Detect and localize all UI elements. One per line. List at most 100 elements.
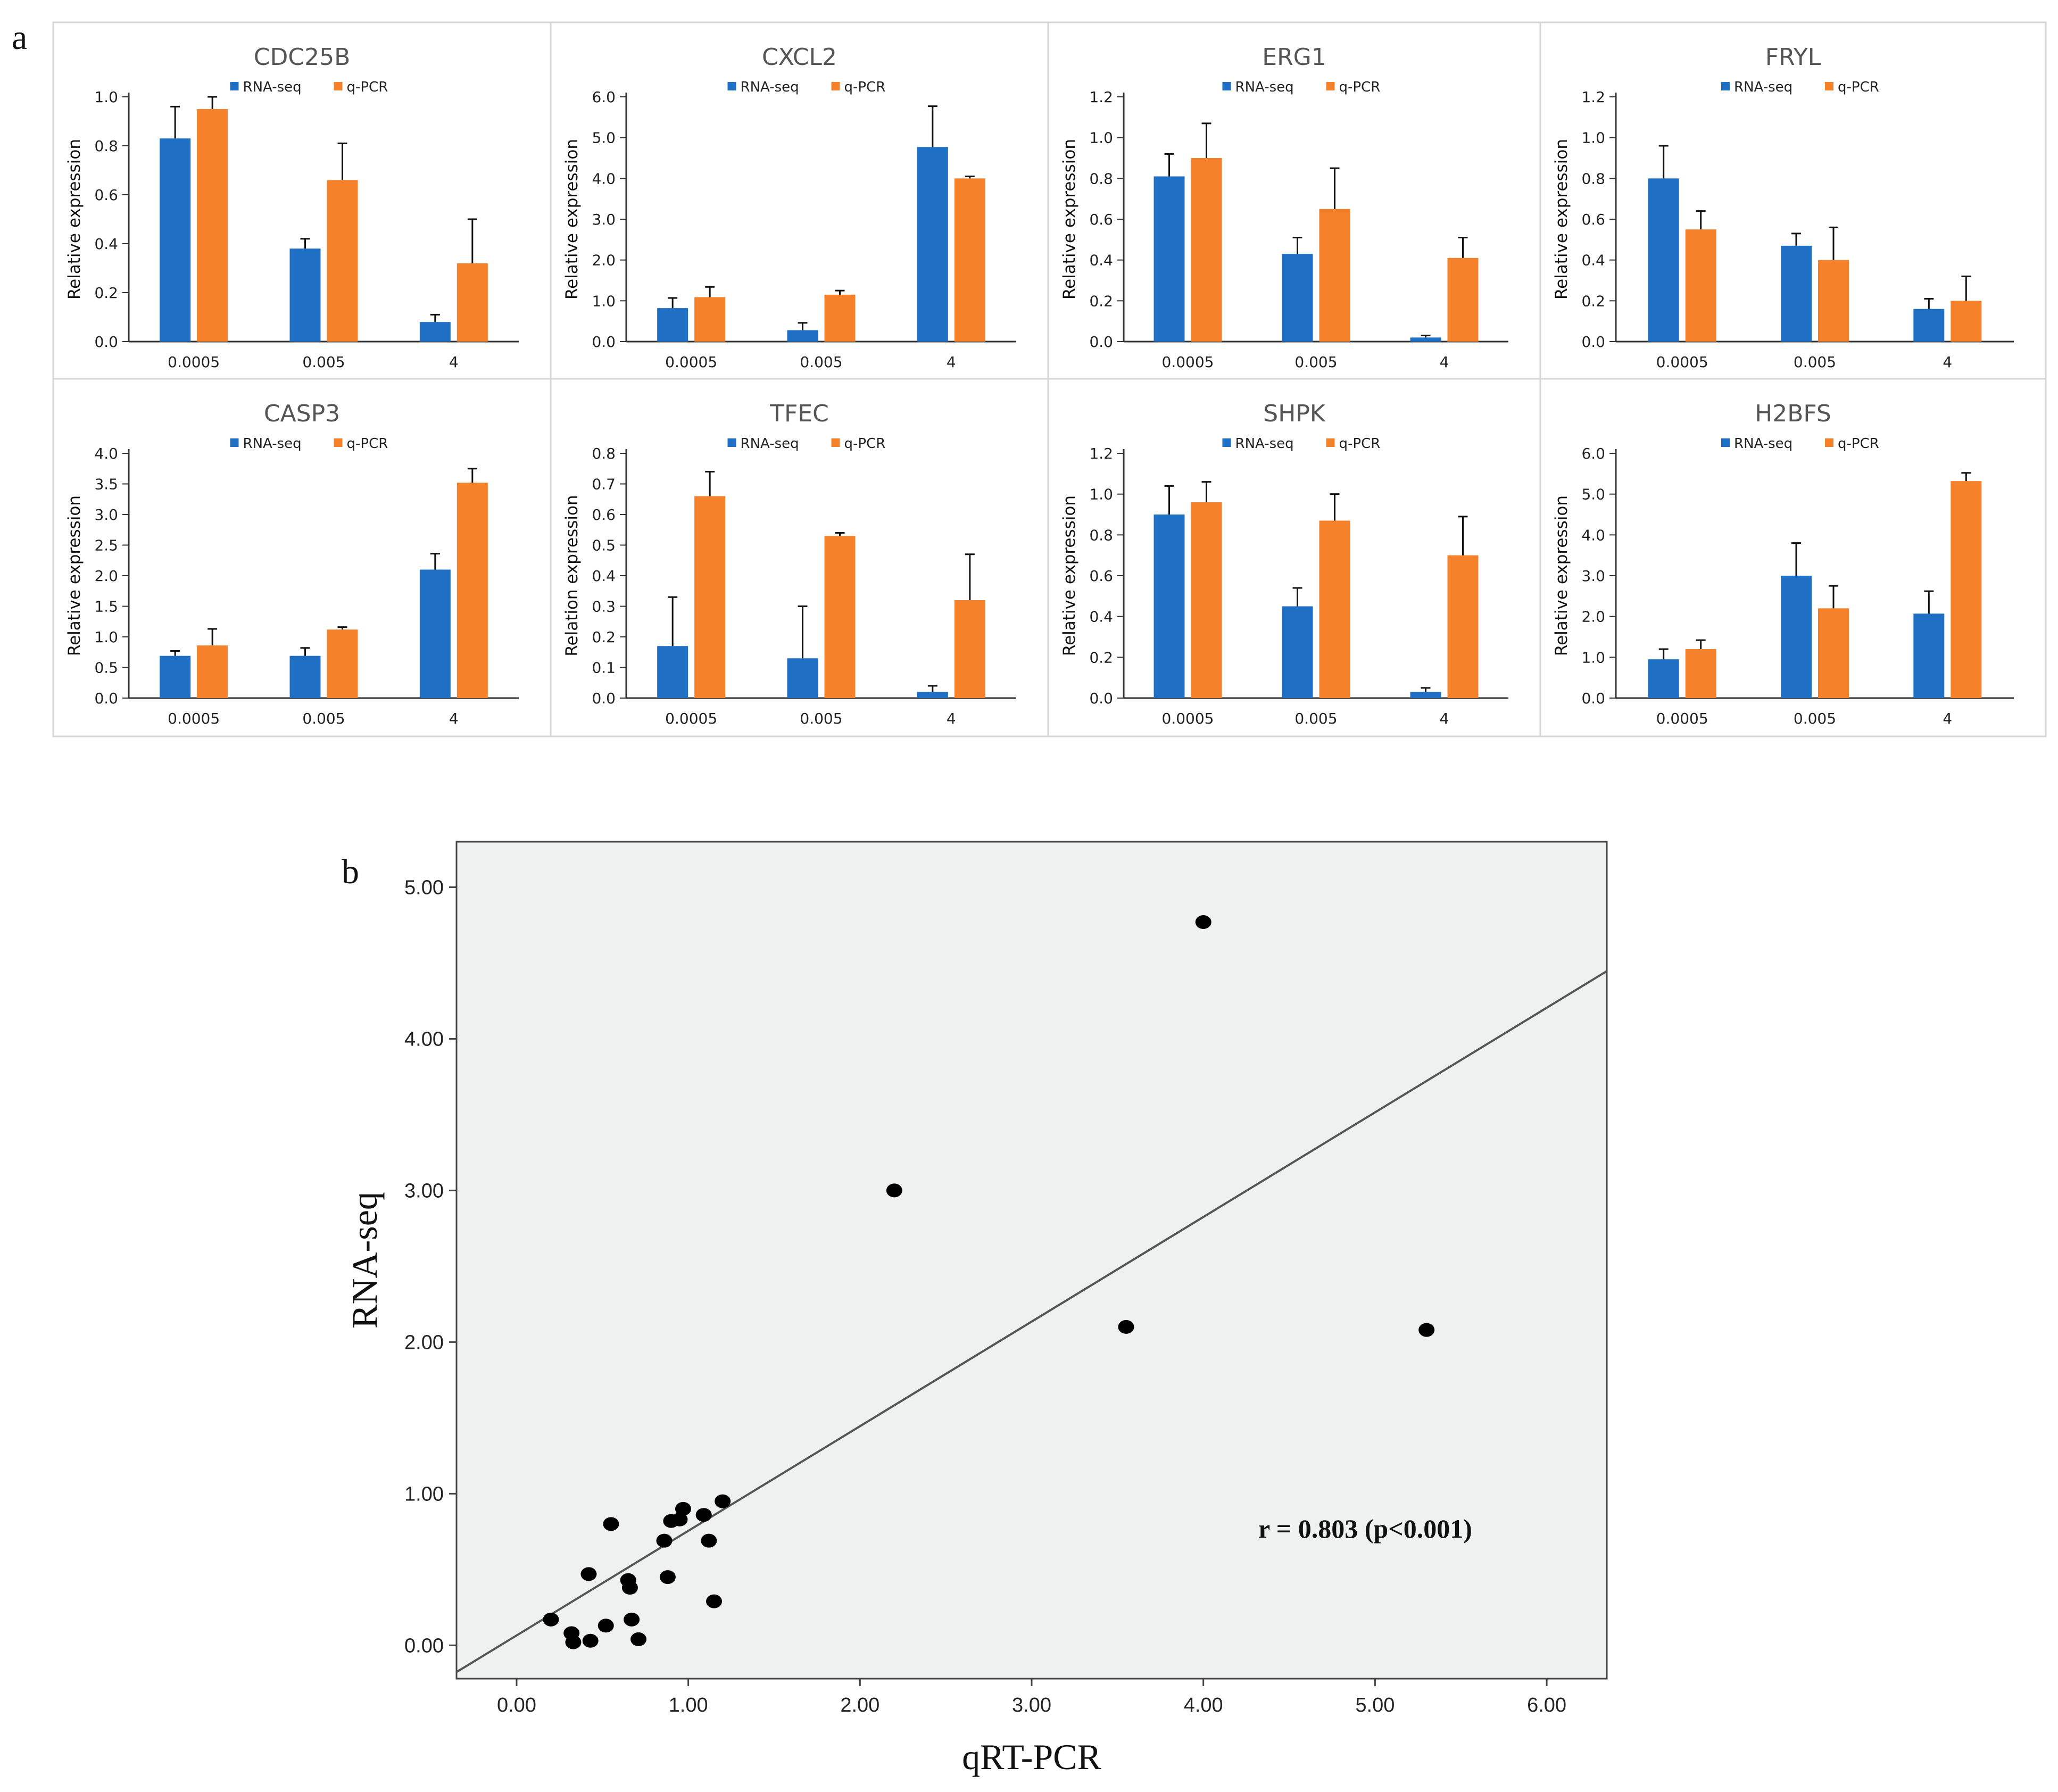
y-tick-label: 1.0	[1089, 129, 1113, 147]
bar-rna-seq	[657, 646, 688, 698]
x-tick-label: 0.005	[800, 353, 842, 371]
data-point	[603, 1517, 619, 1531]
x-tick-label: 0.005	[1294, 353, 1337, 371]
x-tick-label: 2.00	[840, 1694, 879, 1716]
legend-swatch-rna-seq	[727, 438, 736, 447]
legend-label-q-pcr: q-PCR	[1339, 79, 1381, 95]
y-tick-label: 3.0	[592, 211, 616, 228]
data-point	[706, 1594, 723, 1608]
y-tick-label: 0.4	[592, 567, 616, 585]
bar-q-pcr	[694, 297, 726, 342]
y-tick-label: 0.2	[592, 628, 616, 646]
y-tick-label: 0.6	[592, 506, 616, 524]
x-tick-label: 4	[449, 353, 459, 371]
legend-label-q-pcr: q-PCR	[347, 79, 388, 95]
bar-rna-seq	[787, 330, 818, 342]
legend-label-rna-seq: RNA-seq	[1235, 436, 1294, 452]
legend-label-rna-seq: RNA-seq	[1235, 79, 1294, 95]
data-point	[582, 1633, 599, 1648]
legend-label-rna-seq: RNA-seq	[741, 79, 799, 95]
legend-swatch-rna-seq	[727, 82, 736, 90]
bar-rna-seq	[1154, 176, 1185, 342]
y-tick-label: 6.0	[592, 88, 616, 106]
correlation-annotation: r = 0.803 (p<0.001)	[1258, 1514, 1472, 1544]
y-tick-label: 1.0	[94, 88, 118, 106]
y-tick-label: 1.2	[1089, 88, 1113, 106]
legend-label-rna-seq: RNA-seq	[243, 436, 302, 452]
x-tick-label: 0.005	[1794, 710, 1836, 727]
data-point	[671, 1512, 688, 1526]
y-tick-label: 0.4	[1089, 252, 1113, 269]
x-axis-label: qRT-PCR	[962, 1737, 1101, 1777]
legend-swatch-q-pcr	[831, 438, 840, 447]
chart-panel-border	[1539, 378, 2047, 737]
y-tick-label: 0.2	[1089, 292, 1113, 310]
legend-swatch-rna-seq	[230, 82, 239, 90]
y-tick-label: 0.0	[94, 333, 118, 351]
bar-q-pcr	[824, 536, 856, 698]
y-tick-label: 0.5	[94, 659, 118, 677]
y-tick-label: 0.8	[1089, 526, 1113, 544]
data-point	[621, 1581, 638, 1595]
bar-rna-seq	[419, 322, 451, 342]
y-tick-label: 0.8	[1089, 170, 1113, 187]
y-tick-label: 0.8	[592, 445, 616, 462]
bar-rna-seq	[1648, 178, 1679, 342]
bar-q-pcr	[327, 629, 358, 698]
bar-q-pcr	[1818, 260, 1849, 342]
data-point	[543, 1612, 559, 1627]
data-point	[580, 1567, 597, 1581]
legend-swatch-q-pcr	[1326, 82, 1335, 90]
x-tick-label: 0.0005	[665, 710, 717, 727]
bar-q-pcr	[954, 600, 985, 698]
x-tick-label: 0.0005	[1162, 710, 1214, 727]
y-tick-label: 3.5	[94, 476, 118, 493]
bar-q-pcr	[457, 483, 488, 698]
bar-rna-seq	[160, 138, 191, 342]
bar-q-pcr	[1447, 555, 1479, 698]
panel-b-label: b	[342, 852, 359, 891]
legend-label-rna-seq: RNA-seq	[243, 79, 302, 95]
bar-chart-cdc25b: CDC25B RNA-seq q-PCR 0.0 0.2 0.4 0.6 0.8 1.0 Rela…	[52, 21, 552, 380]
y-tick-label: 2.0	[592, 252, 616, 269]
x-tick-label: 0.0005	[168, 353, 220, 371]
y-tick-label: 0.8	[1581, 170, 1605, 187]
y-tick-label: 2.0	[94, 567, 118, 585]
y-tick-label: 2.5	[94, 537, 118, 554]
data-point	[659, 1570, 676, 1584]
y-tick-label: 0.0	[1581, 333, 1605, 351]
y-tick-label: 0.8	[94, 137, 118, 155]
legend-swatch-q-pcr	[831, 82, 840, 90]
y-tick-label: 1.0	[592, 292, 616, 310]
y-tick-label: 0.0	[1089, 690, 1113, 707]
chart-title: TFEC	[769, 400, 829, 427]
x-tick-label: 3.00	[1012, 1694, 1051, 1716]
data-point	[598, 1619, 614, 1633]
y-tick-label: 0.6	[1089, 211, 1113, 228]
legend-swatch-q-pcr	[1825, 82, 1833, 90]
y-tick-label: 1.0	[1581, 129, 1605, 147]
legend-label-q-pcr: q-PCR	[1838, 436, 1879, 452]
legend-label-q-pcr: q-PCR	[1838, 79, 1879, 95]
y-tick-label: 5.00	[404, 876, 444, 899]
legend-swatch-rna-seq	[230, 438, 239, 447]
chart-title: ERG1	[1262, 44, 1326, 71]
bar-rna-seq	[419, 569, 451, 698]
y-tick-label: 1.5	[94, 598, 118, 616]
legend-swatch-rna-seq	[1222, 82, 1231, 90]
y-tick-label: 0.5	[592, 537, 616, 554]
y-tick-label: 1.2	[1581, 88, 1605, 106]
x-tick-label: 0.005	[1294, 710, 1337, 727]
y-tick-label: 0.2	[1581, 292, 1605, 310]
chart-title: CASP3	[264, 400, 340, 427]
chart-title: CDC25B	[254, 44, 351, 71]
bar-q-pcr	[457, 263, 488, 342]
bar-rna-seq	[1648, 659, 1679, 698]
bar-q-pcr	[197, 645, 228, 698]
x-tick-label: 4	[947, 710, 956, 727]
bar-chart-erg1: ERG1 RNA-seq q-PCR 0.0 0.2 0.4 0.6 0.8 1.0 1.2 Rel…	[1047, 21, 1541, 380]
y-tick-label: 1.2	[1089, 445, 1113, 462]
bar-rna-seq	[657, 308, 688, 342]
y-tick-label: 0.0	[592, 690, 616, 707]
y-axis-label: RNA-seq	[344, 1192, 385, 1329]
